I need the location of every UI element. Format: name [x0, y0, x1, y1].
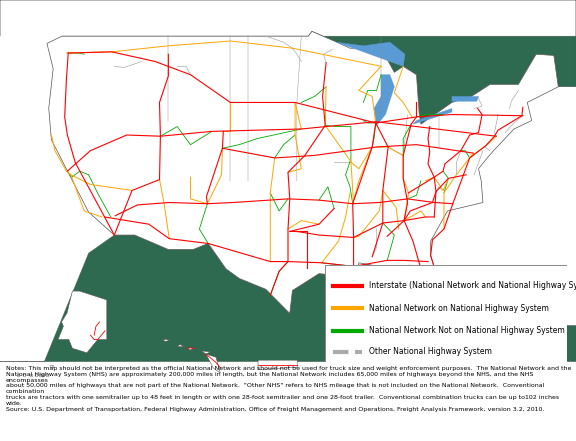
- Polygon shape: [452, 97, 479, 101]
- Polygon shape: [162, 339, 170, 341]
- Text: Other National Highway System: Other National Highway System: [369, 348, 492, 356]
- Polygon shape: [177, 344, 184, 347]
- Polygon shape: [202, 351, 210, 354]
- Text: Interstate (National Network and National Highway System): Interstate (National Network and Nationa…: [369, 281, 576, 291]
- Polygon shape: [258, 360, 297, 370]
- Polygon shape: [374, 75, 395, 125]
- Polygon shape: [47, 31, 558, 325]
- Text: National Network Not on National Highway System: National Network Not on National Highway…: [369, 326, 564, 335]
- Polygon shape: [206, 354, 220, 373]
- Text: National Network on National Highway System: National Network on National Highway Sys…: [369, 304, 549, 313]
- Polygon shape: [413, 108, 452, 124]
- Polygon shape: [58, 291, 107, 353]
- Text: Notes: This map should not be interpreted as the official National Network and s: Notes: This map should not be interprete…: [6, 366, 571, 411]
- FancyBboxPatch shape: [325, 265, 567, 362]
- Polygon shape: [337, 42, 405, 66]
- Polygon shape: [0, 0, 576, 124]
- Polygon shape: [187, 348, 194, 350]
- Polygon shape: [0, 235, 576, 362]
